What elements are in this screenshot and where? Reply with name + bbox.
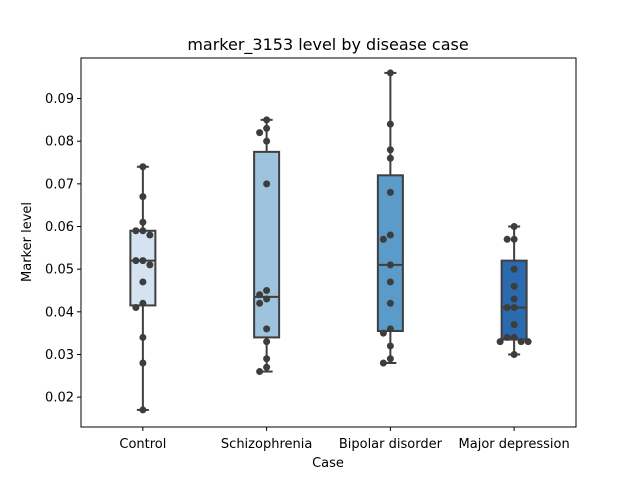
x-tick-label: Control [119, 437, 166, 452]
data-point [386, 231, 394, 239]
data-point [263, 325, 271, 333]
data-point [139, 193, 147, 201]
iqr-box [376, 174, 404, 333]
y-tick-label: 0.08 [45, 135, 74, 150]
data-point [263, 338, 271, 346]
data-point [139, 299, 147, 307]
data-point [256, 368, 264, 376]
data-point [524, 338, 532, 346]
data-point [379, 329, 387, 337]
plot-area [129, 69, 532, 414]
box-group-schizophrenia [253, 116, 281, 376]
y-tick-label: 0.07 [45, 177, 74, 192]
y-tick-label: 0.03 [45, 348, 74, 363]
data-point [263, 180, 271, 188]
data-point [503, 304, 511, 312]
data-point [510, 282, 518, 290]
data-point [503, 333, 511, 341]
iqr-box [253, 150, 281, 339]
x-tick-label: Bipolar disorder [339, 437, 443, 452]
data-point [139, 359, 147, 367]
y-axis: 0.02 0.03 0.04 0.05 0.06 0.07 0.08 0.09 [45, 92, 81, 406]
data-point [510, 321, 518, 329]
data-point [263, 137, 271, 145]
y-tick-label: 0.04 [45, 305, 74, 320]
data-point [386, 325, 394, 333]
data-point [146, 231, 154, 239]
data-point [256, 299, 264, 307]
iqr-box [129, 229, 157, 307]
data-point [386, 261, 394, 269]
y-tick-label: 0.05 [45, 263, 74, 278]
data-point [510, 223, 518, 231]
data-point [510, 235, 518, 243]
box-group-control [129, 163, 157, 414]
data-point [139, 163, 147, 171]
data-point [263, 286, 271, 294]
y-tick-label: 0.09 [45, 92, 74, 107]
plot-frame [80, 57, 577, 428]
data-point [263, 124, 271, 132]
data-point [263, 363, 271, 371]
data-point [386, 146, 394, 154]
x-axis: Control Schizophrenia Bipolar disorder Majo… [119, 427, 570, 452]
box-group-major-depression [496, 223, 532, 358]
data-point [386, 299, 394, 307]
data-point [256, 291, 264, 299]
data-point [139, 333, 147, 341]
data-point [263, 295, 271, 303]
x-tick-label: Major depression [459, 437, 570, 452]
chart-title: marker_3153 level by disease case [187, 35, 468, 55]
data-point [386, 342, 394, 350]
data-point [263, 116, 271, 124]
data-point [139, 257, 147, 265]
y-axis-label: Marker level [20, 202, 35, 282]
data-point [517, 338, 525, 346]
data-point [263, 355, 271, 363]
data-point [510, 265, 518, 273]
data-point [132, 304, 140, 312]
data-point [510, 350, 518, 358]
box-group-bipolar-disorder [376, 69, 404, 367]
data-point [379, 235, 387, 243]
data-point [386, 355, 394, 363]
data-point [510, 333, 518, 341]
x-tick-label: Schizophrenia [221, 437, 312, 452]
data-point [510, 304, 518, 312]
data-point [386, 69, 394, 77]
x-axis-label: Case [312, 456, 344, 471]
data-point [496, 338, 504, 346]
y-tick-label: 0.02 [45, 391, 74, 406]
data-point [139, 218, 147, 226]
data-point [139, 278, 147, 286]
data-point [379, 359, 387, 367]
data-point [256, 129, 264, 137]
data-point [510, 295, 518, 303]
y-tick-label: 0.06 [45, 220, 74, 235]
data-point [139, 227, 147, 235]
data-point [146, 261, 154, 269]
data-point [139, 406, 147, 414]
data-point [503, 235, 511, 243]
data-point [386, 278, 394, 286]
data-point [132, 227, 140, 235]
data-point [386, 154, 394, 162]
data-point [132, 257, 140, 265]
data-point [386, 120, 394, 128]
data-point [386, 188, 394, 196]
